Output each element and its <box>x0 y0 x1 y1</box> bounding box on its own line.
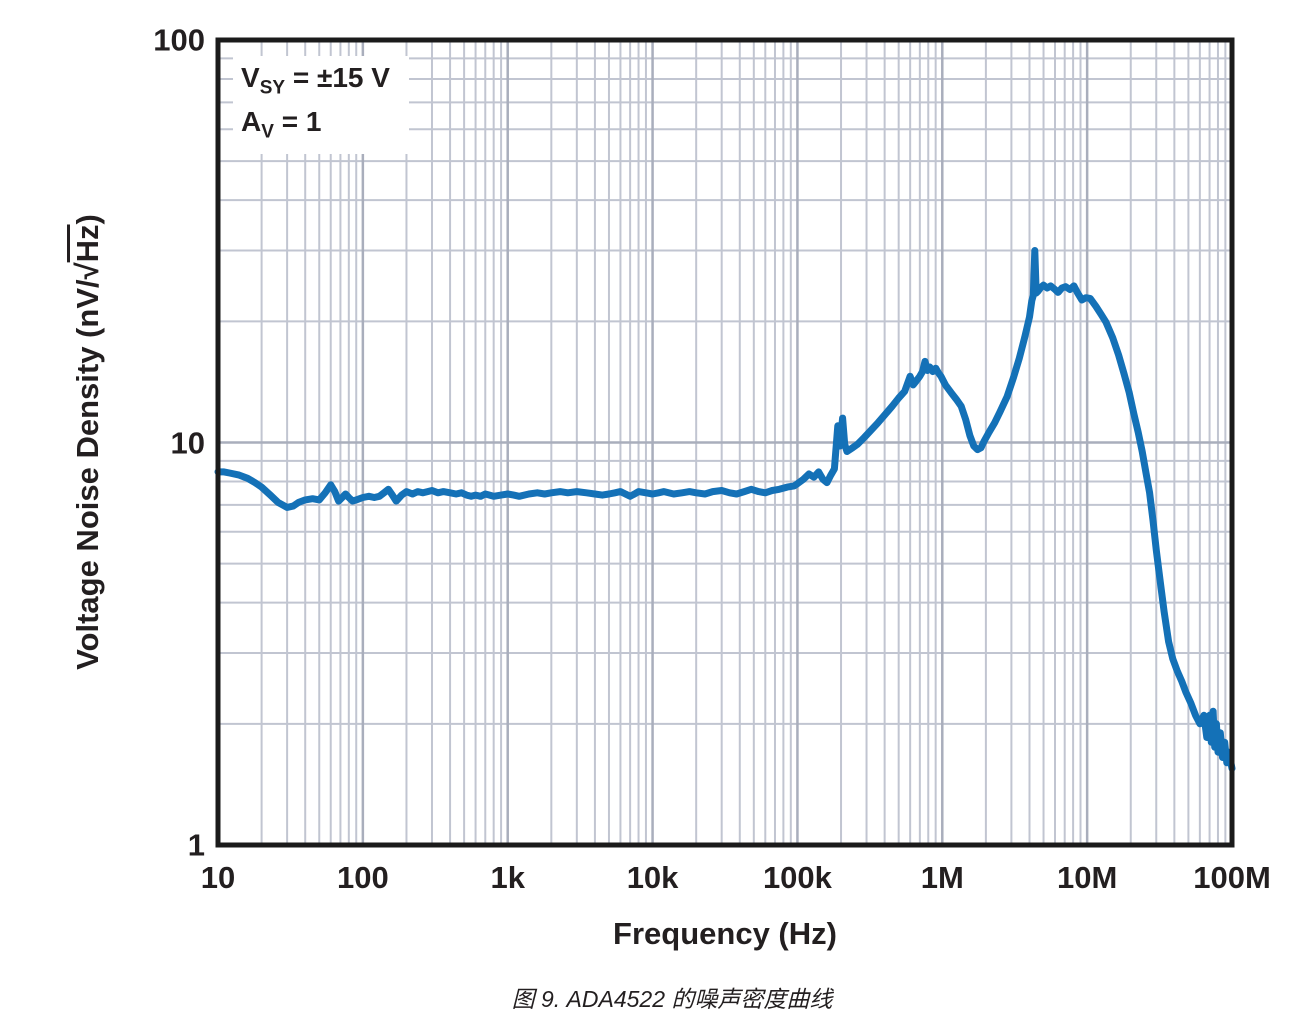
x-tick-label-10M: 10M <box>1056 860 1118 895</box>
figure-caption: 图 9. ADA4522 的噪声密度曲线 <box>511 986 833 1012</box>
x-axis-title: Frequency (Hz) <box>613 916 837 951</box>
y-axis-title: Voltage Noise Density (nV/√Hz) <box>70 214 105 670</box>
y-tick-label-100: 100 <box>153 22 205 58</box>
plot-frame <box>215 37 1235 848</box>
x-tick-label-100: 100 <box>336 860 389 895</box>
annotation-line-av: AV = 1 <box>241 106 322 143</box>
grid-major-lines <box>218 40 1232 845</box>
annotation-line-vsy: VSY = ±15 V <box>241 62 390 99</box>
condition-annotation: VSY = ±15 V AV = 1 <box>233 56 409 154</box>
x-tick-label-10: 10 <box>200 860 236 895</box>
x-tick-label-1k: 1k <box>490 860 525 895</box>
noise-density-curve <box>214 247 1236 772</box>
x-tick-label-10k: 10k <box>626 860 679 895</box>
x-tick-label-100k: 100k <box>762 860 832 895</box>
x-tick-label-1M: 1M <box>920 860 964 895</box>
y-tick-label-10: 10 <box>170 425 205 460</box>
y-tick-label-1: 1 <box>187 827 205 863</box>
x-tick-label-100M: 100M <box>1193 860 1271 895</box>
